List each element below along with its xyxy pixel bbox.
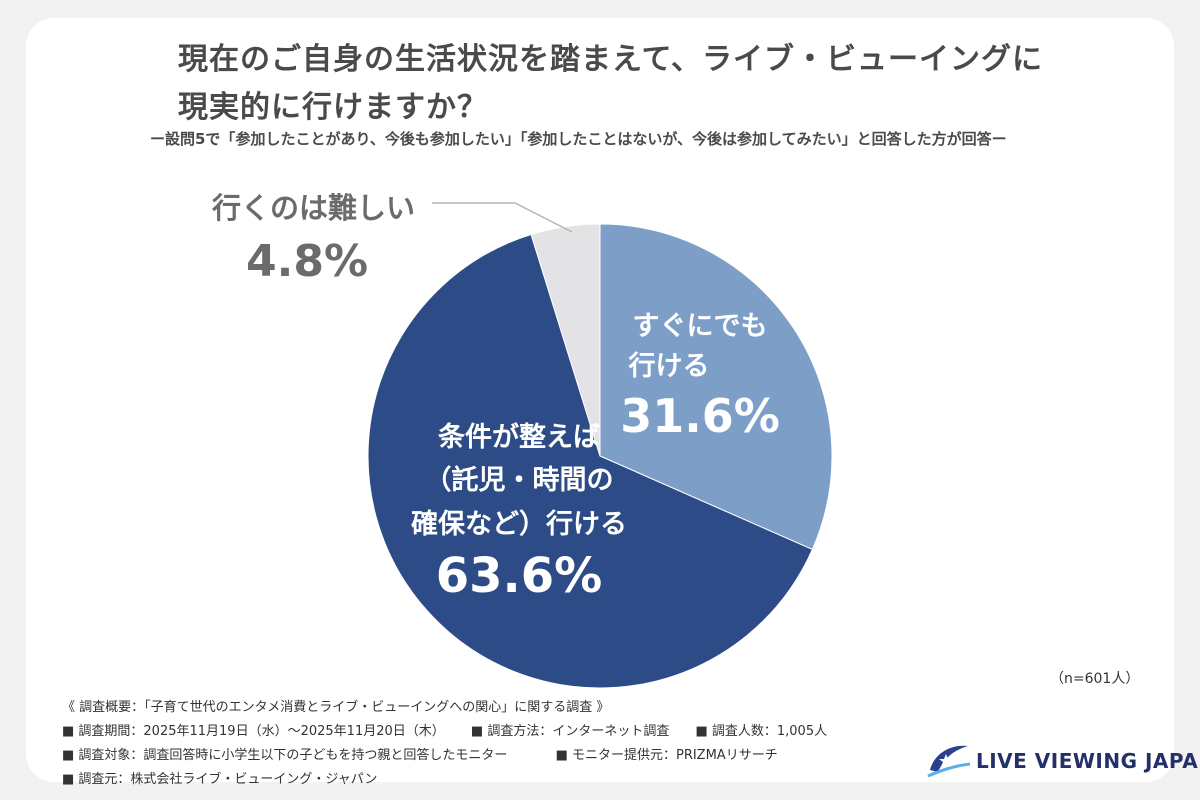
slice-label-2-line-0: 行くのは難しい (211, 191, 415, 225)
slice-label-1-line-1: （託児・時間の (425, 464, 614, 496)
pie-slice-1 (367, 233, 813, 689)
survey-conductor: ■ 調査元：株式会社ライブ・ビューイング・ジャパン (62, 772, 378, 787)
survey-method: ■ 調査方法：インターネット調査 (470, 724, 670, 739)
overview-heading: 《 調査概要：「子育て世代のエンタメ消費とライブ・ビューイングへの関心」に関する… (62, 700, 610, 715)
survey-overview: 《 調査概要：「子育て世代のエンタメ消費とライブ・ビューイングへの関心」に関する… (62, 696, 922, 792)
logo-text: LIVE VIEWING JAPAN (976, 749, 1200, 773)
survey-count: ■ 調査人数：1,005人 (695, 724, 828, 739)
slice-label-0-line-0: すぐにでも (633, 311, 768, 342)
title-line-1: 現在のご自身の生活状況を踏まえて、ライブ・ビューイングに (178, 42, 1043, 77)
slice-value-2: 4.8% (246, 236, 368, 287)
chart-title: 現在のご自身の生活状況を踏まえて、ライブ・ビューイングに 現実的に行けますか？ (178, 36, 1078, 132)
monitor-provider: ■ モニター提供元：PRIZMAリサーチ (555, 748, 778, 763)
brand-logo: LIVE VIEWING JAPAN (924, 740, 1200, 782)
pie-slice-2 (530, 223, 601, 457)
slice-label-1-line-2: 確保など）行ける (411, 508, 627, 540)
slice-value-0: 31.6% (620, 389, 780, 443)
slice-label-1-line-0: 条件が整えば (438, 421, 600, 453)
chart-subtitle: ー設問5で「参加したことがあり、今後も参加したい」「参加したことはないが、今後は… (150, 130, 1007, 148)
pie-slice-0 (599, 223, 833, 551)
slice-value-1: 63.6% (436, 548, 603, 604)
sample-size: （n=601人） (1050, 671, 1140, 687)
slice-label-0-line-1: 行ける (628, 350, 710, 382)
logo-mark-icon (927, 745, 971, 778)
leader-line (432, 202, 573, 233)
title-line-2: 現実的に行けますか？ (178, 90, 488, 125)
survey-period: ■ 調査期間：2025年11月19日（水）～2025年11月20日（木） (62, 724, 445, 739)
survey-target: ■ 調査対象：調査回答時に小学生以下の子どもを持つ親と回答したモニター (62, 748, 508, 763)
